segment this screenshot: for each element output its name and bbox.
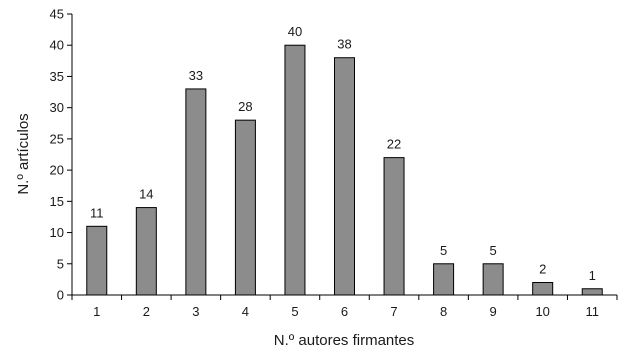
- x-tick-label: 5: [291, 304, 298, 319]
- x-tick-label: 9: [490, 304, 497, 319]
- x-tick-label: 11: [585, 304, 599, 319]
- data-label: 22: [387, 137, 401, 152]
- bar: [234, 119, 256, 296]
- bar: [532, 282, 554, 296]
- bar: [482, 263, 504, 296]
- y-tick-label: 40: [50, 38, 64, 53]
- y-tick-label: 30: [50, 100, 64, 115]
- data-label: 33: [189, 68, 203, 83]
- data-label: 5: [490, 243, 497, 258]
- bar: [581, 288, 603, 296]
- y-tick-label: 0: [57, 288, 64, 303]
- bar: [185, 88, 207, 296]
- data-label: 38: [337, 37, 351, 52]
- bar: [383, 157, 405, 296]
- x-tick-label: 8: [440, 304, 447, 319]
- x-tick-label: 6: [341, 304, 348, 319]
- x-tick-label: 7: [390, 304, 397, 319]
- data-label: 28: [238, 99, 252, 114]
- data-label: 40: [288, 24, 302, 39]
- bar: [334, 57, 355, 296]
- y-tick-label: 15: [50, 194, 64, 209]
- data-label: 1: [589, 268, 596, 283]
- data-labels-layer: 11 14 33 28 40 38 22 5 5 2 1: [90, 24, 596, 283]
- y-tick-label: 5: [57, 256, 64, 271]
- x-axis-title: N.º autores firmantes: [274, 332, 415, 349]
- bar: [135, 207, 157, 296]
- bar: [284, 44, 306, 296]
- y-ticks-layer: 0 5 10 15 20 25 30 35 40 45: [50, 7, 72, 303]
- x-tick-label: 2: [143, 304, 150, 319]
- bar: [433, 263, 455, 296]
- data-label: 2: [539, 262, 546, 277]
- bars-layer: [86, 44, 603, 296]
- bar: [86, 225, 108, 296]
- x-tick-label: 1: [93, 304, 100, 319]
- x-tick-label: 4: [242, 304, 249, 319]
- y-axis-title: N.º artículos: [15, 113, 32, 194]
- y-tick-label: 25: [50, 131, 64, 146]
- data-label: 11: [90, 205, 104, 220]
- y-tick-label: 35: [50, 69, 64, 84]
- x-tick-label: 3: [192, 304, 199, 319]
- data-label: 5: [440, 243, 447, 258]
- y-tick-label: 45: [50, 7, 64, 22]
- x-ticks-layer: 1 2 3 4 5 6 7 8 9 10 11: [71, 295, 618, 319]
- x-tick-label: 10: [535, 304, 549, 319]
- y-tick-label: 20: [50, 163, 64, 178]
- data-label: 14: [139, 187, 153, 202]
- y-tick-label: 10: [50, 225, 64, 240]
